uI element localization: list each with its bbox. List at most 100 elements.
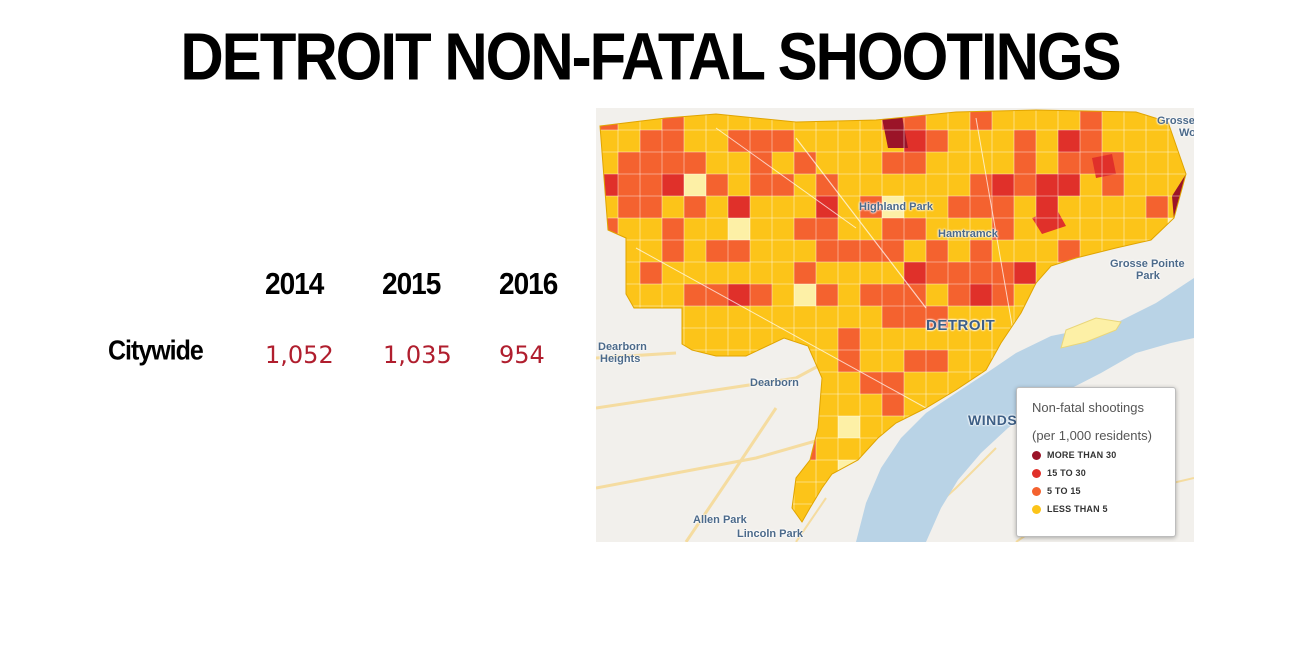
census-tract[interactable] (948, 196, 970, 218)
census-tract[interactable] (750, 174, 772, 196)
census-tract[interactable] (992, 174, 1014, 196)
census-tract[interactable] (618, 196, 640, 218)
census-tract[interactable] (970, 262, 992, 284)
census-tract[interactable] (992, 284, 1014, 306)
census-tract[interactable] (706, 284, 728, 306)
census-tract[interactable] (618, 152, 640, 174)
census-tract[interactable] (684, 152, 706, 174)
census-tract[interactable] (838, 240, 860, 262)
census-tract[interactable] (882, 284, 904, 306)
census-tract[interactable] (926, 130, 948, 152)
census-tract[interactable] (1058, 152, 1080, 174)
census-tract[interactable] (728, 196, 750, 218)
census-tract[interactable] (1014, 130, 1036, 152)
census-tract[interactable] (948, 284, 970, 306)
census-tract[interactable] (1058, 174, 1080, 196)
census-tract[interactable] (1058, 240, 1080, 262)
census-tract[interactable] (662, 108, 684, 130)
census-tract[interactable] (728, 218, 750, 240)
census-tract[interactable] (750, 130, 772, 152)
census-tract[interactable] (860, 196, 882, 218)
census-tract[interactable] (662, 218, 684, 240)
census-tract[interactable] (1080, 108, 1102, 130)
census-tract[interactable] (1102, 174, 1124, 196)
census-tract[interactable] (904, 130, 926, 152)
census-tract[interactable] (882, 152, 904, 174)
census-tract[interactable] (1036, 174, 1058, 196)
census-tract[interactable] (640, 174, 662, 196)
census-tract[interactable] (926, 306, 948, 328)
census-tract[interactable] (816, 174, 838, 196)
census-tract[interactable] (1080, 284, 1102, 306)
census-tract[interactable] (816, 284, 838, 306)
census-tract[interactable] (662, 174, 684, 196)
census-tract[interactable] (816, 218, 838, 240)
census-tract[interactable] (772, 130, 794, 152)
census-tract[interactable] (992, 218, 1014, 240)
census-tract[interactable] (882, 394, 904, 416)
census-tract[interactable] (926, 240, 948, 262)
census-tract[interactable] (1014, 152, 1036, 174)
census-tract[interactable] (860, 240, 882, 262)
census-tract[interactable] (904, 350, 926, 372)
census-tract[interactable] (970, 196, 992, 218)
census-tract[interactable] (706, 438, 728, 460)
census-tract[interactable] (618, 416, 640, 438)
census-tract[interactable] (838, 460, 860, 482)
census-tract[interactable] (904, 108, 926, 130)
census-tract[interactable] (882, 116, 908, 148)
census-tract[interactable] (1190, 218, 1194, 240)
census-tract[interactable] (596, 284, 618, 306)
census-tract[interactable] (706, 174, 728, 196)
census-tract[interactable] (662, 130, 684, 152)
census-tract[interactable] (882, 306, 904, 328)
census-tract[interactable] (838, 416, 860, 438)
census-tract[interactable] (662, 240, 684, 262)
census-tract[interactable] (640, 262, 662, 284)
census-tract[interactable] (794, 152, 816, 174)
census-tract[interactable] (1058, 130, 1080, 152)
census-tract[interactable] (728, 130, 750, 152)
census-tract[interactable] (970, 108, 992, 130)
census-tract[interactable] (970, 240, 992, 262)
census-tract[interactable] (882, 372, 904, 394)
census-tract[interactable] (860, 284, 882, 306)
census-tract[interactable] (904, 262, 926, 284)
census-tract[interactable] (596, 108, 618, 130)
census-tract[interactable] (794, 262, 816, 284)
census-tract[interactable] (926, 350, 948, 372)
census-tract[interactable] (794, 284, 816, 306)
census-tract[interactable] (750, 284, 772, 306)
census-tract[interactable] (904, 306, 926, 328)
census-tract[interactable] (1014, 262, 1036, 284)
census-tract[interactable] (926, 262, 948, 284)
census-tract[interactable] (838, 350, 860, 372)
choropleth-map[interactable]: Highland Park Hamtramck DETROIT Grosse P… (596, 108, 1194, 542)
census-tract[interactable] (640, 152, 662, 174)
census-tract[interactable] (970, 284, 992, 306)
census-tract[interactable] (882, 196, 904, 218)
census-tract[interactable] (772, 350, 794, 372)
census-tract[interactable] (706, 240, 728, 262)
census-tract[interactable] (596, 416, 618, 438)
census-tract[interactable] (794, 218, 816, 240)
census-tract[interactable] (904, 152, 926, 174)
census-tract[interactable] (684, 284, 706, 306)
census-tract[interactable] (904, 218, 926, 240)
census-tract[interactable] (816, 240, 838, 262)
census-tract[interactable] (1168, 218, 1190, 240)
census-tract[interactable] (860, 372, 882, 394)
census-tract[interactable] (684, 174, 706, 196)
census-tract[interactable] (948, 262, 970, 284)
census-tract[interactable] (882, 240, 904, 262)
census-tract[interactable] (1014, 174, 1036, 196)
census-tract[interactable] (750, 152, 772, 174)
census-tract[interactable] (992, 196, 1014, 218)
census-tract[interactable] (662, 152, 684, 174)
census-tract[interactable] (640, 130, 662, 152)
census-tract[interactable] (882, 218, 904, 240)
census-tract[interactable] (1146, 196, 1168, 218)
census-tract[interactable] (838, 328, 860, 350)
census-tract[interactable] (728, 240, 750, 262)
census-tract[interactable] (618, 174, 640, 196)
